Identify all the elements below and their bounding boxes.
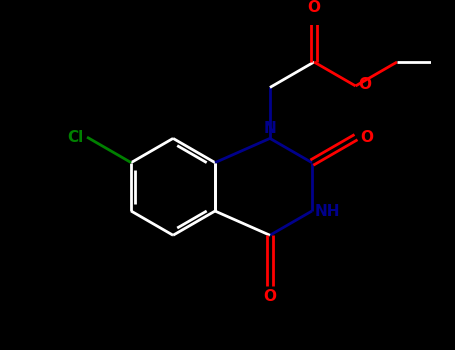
Text: N: N (263, 121, 276, 136)
Text: O: O (360, 130, 373, 145)
Text: O: O (308, 0, 321, 15)
Text: O: O (263, 289, 277, 304)
Text: O: O (359, 77, 372, 92)
Text: Cl: Cl (67, 130, 83, 145)
Text: NH: NH (315, 204, 340, 218)
